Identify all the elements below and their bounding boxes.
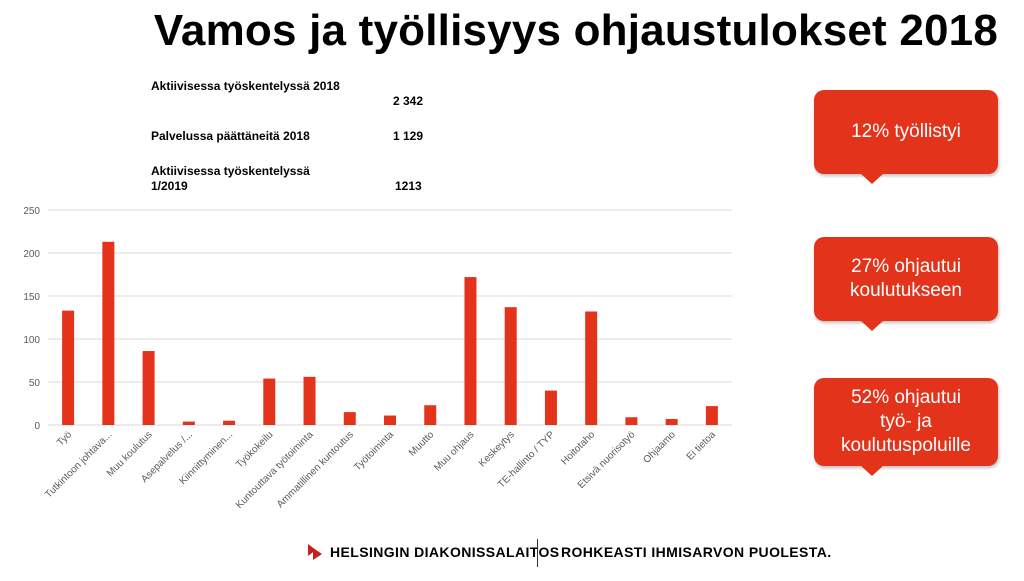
stat-value: 2 342 bbox=[393, 94, 424, 108]
stat-value: 1 129 bbox=[393, 129, 424, 143]
stat-label: Palvelussa päättäneitä 2018 bbox=[151, 129, 310, 143]
bar bbox=[544, 390, 557, 425]
x-tick-label: Muu ohjaus bbox=[432, 429, 476, 473]
x-tick-label: Työ bbox=[55, 429, 74, 448]
bar bbox=[625, 417, 638, 425]
x-tick-label: Työtoiminta bbox=[352, 429, 396, 473]
x-tick-label: Hoitotaho bbox=[559, 429, 597, 467]
footer: HELSINGIN DIAKONISSALAITOS ROHKEASTI IHM… bbox=[0, 539, 1024, 569]
y-tick-label: 50 bbox=[29, 378, 41, 389]
x-tick-label: Ammatillinen kuntoutus bbox=[275, 429, 356, 510]
y-tick-label: 150 bbox=[23, 292, 40, 303]
heart-logo-icon bbox=[308, 544, 322, 560]
y-tick-label: 250 bbox=[23, 206, 40, 217]
bar bbox=[102, 241, 115, 425]
callout-text: 27% ohjautui koulutukseen bbox=[850, 256, 962, 301]
bar bbox=[585, 311, 598, 425]
y-tick-label: 100 bbox=[23, 335, 40, 346]
x-tick-label: Ohjaamo bbox=[641, 429, 678, 466]
callout-tail bbox=[860, 320, 884, 331]
slogan: ROHKEASTI IHMISARVON PUOLESTA. bbox=[561, 544, 832, 560]
bar bbox=[504, 307, 517, 425]
bar bbox=[424, 405, 437, 425]
bar bbox=[303, 376, 316, 425]
callout-employed: 12% työllistyi bbox=[814, 90, 998, 184]
callout-education: 27% ohjautui koulutukseen bbox=[814, 237, 998, 331]
bar bbox=[343, 412, 356, 425]
stat-label: Aktiivisessa työskentelyssä 2018 bbox=[151, 79, 340, 93]
bar bbox=[705, 406, 718, 425]
bar bbox=[384, 415, 396, 425]
slide-title: Vamos ja työllisyys ohjaustulokset 2018 bbox=[153, 6, 998, 55]
x-tick-label: Muutto bbox=[407, 429, 437, 459]
callout-tail bbox=[860, 173, 884, 184]
stat-label: Aktiivisessa työskentelyssä 1/2019 bbox=[151, 164, 310, 193]
x-tick-label: Ei tietoa bbox=[685, 429, 719, 463]
x-tick-label: Tutkintoon johtava... bbox=[43, 429, 114, 500]
x-tick-label: Keskeytys bbox=[477, 429, 517, 469]
bar bbox=[665, 418, 678, 425]
bar bbox=[182, 421, 195, 425]
bar bbox=[142, 351, 155, 425]
callout-text: 12% työllistyi bbox=[851, 121, 961, 142]
callout-text: 52% ohjautui työ- ja koulutuspoluille bbox=[841, 387, 971, 456]
y-tick-label: 0 bbox=[34, 421, 40, 432]
bar bbox=[263, 378, 276, 425]
callout-pathways: 52% ohjautui työ- ja koulutuspoluille bbox=[814, 378, 998, 476]
organization-name: HELSINGIN DIAKONISSALAITOS bbox=[330, 544, 560, 560]
x-tick-label: Kuntouttava työtoiminta bbox=[234, 429, 316, 511]
y-tick-label: 200 bbox=[23, 249, 40, 260]
bar bbox=[223, 420, 236, 425]
bar bbox=[464, 277, 477, 425]
stat-value: 1213 bbox=[395, 179, 422, 193]
callout-tail bbox=[860, 465, 884, 476]
footer-divider bbox=[537, 539, 538, 567]
bar bbox=[62, 310, 75, 425]
x-tick-label: Työkokeilu bbox=[234, 429, 275, 470]
